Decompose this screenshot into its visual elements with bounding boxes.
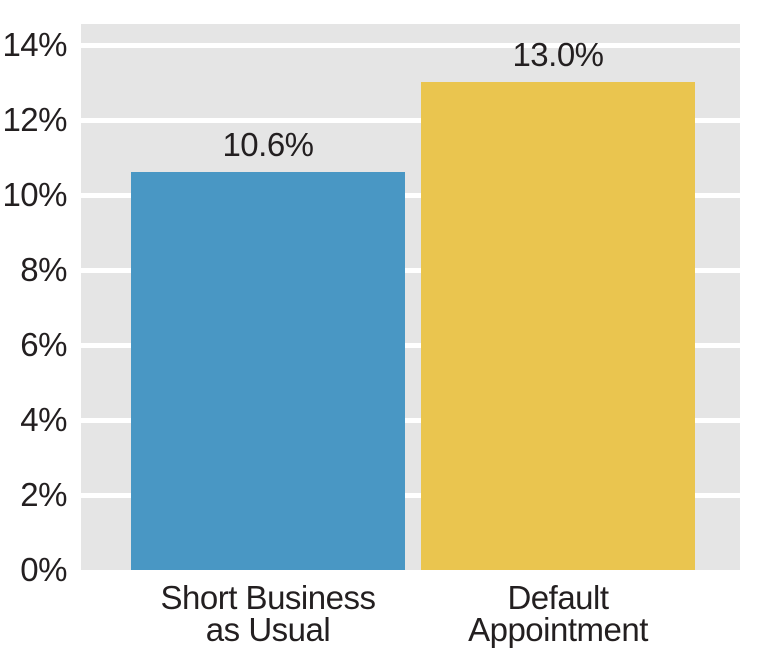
x-category-label-line: Short Business [160,579,376,616]
bar-short-business-as-usual [131,172,405,570]
y-tick-label: 2% [20,476,67,513]
x-category-label-line: Default [507,579,609,616]
y-tick-label: 12% [2,101,67,138]
gridline [81,417,740,423]
x-category-label-line: as Usual [205,611,331,648]
plot-area [81,24,740,570]
bar-value-label: 13.0% [512,36,604,73]
x-category-label-line: Appointment [468,611,648,648]
bar-value-label: 10.6% [222,126,314,163]
gridline [81,492,740,498]
gridline [81,42,740,48]
gridline [81,117,740,123]
gridline [81,342,740,348]
bar-default-appointment [421,82,695,570]
x-category-label: Default Appointment [398,579,718,648]
y-tick-label: 14% [2,26,67,63]
gridline [81,267,740,273]
y-tick-label: 0% [20,551,67,588]
y-tick-label: 4% [20,401,67,438]
x-category-label: Short Business as Usual [108,579,428,648]
y-tick-label: 10% [2,176,67,213]
gridline [81,192,740,198]
y-tick-label: 6% [20,326,67,363]
y-tick-label: 8% [20,251,67,288]
